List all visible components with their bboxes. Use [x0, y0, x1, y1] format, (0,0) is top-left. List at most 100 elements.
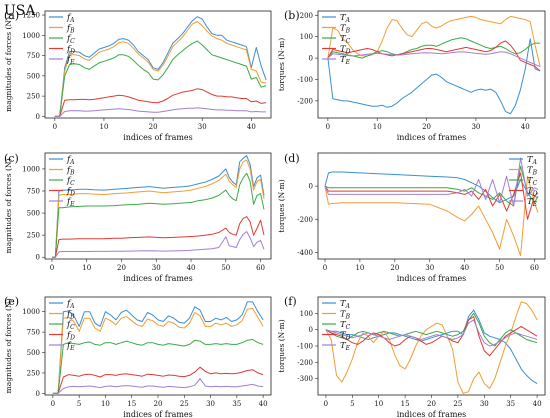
- y-tick-label: 0: [309, 183, 313, 191]
- legend-entry-A: fA: [66, 299, 75, 310]
- x-tick-label: 20: [117, 264, 126, 272]
- series-line-E: [324, 157, 539, 207]
- y-tick-label: -200: [297, 359, 313, 367]
- series-line-B: [327, 15, 541, 67]
- x-tick-label: 25: [180, 400, 189, 408]
- plot-frame: [44, 296, 272, 396]
- series-line-E: [327, 51, 541, 68]
- series-line-B: [324, 175, 539, 257]
- legend-entry-B: fB: [66, 310, 75, 321]
- x-tick-label: 25: [453, 400, 462, 408]
- x-tick-label: 5: [77, 400, 81, 408]
- x-tick-label: 0: [323, 264, 327, 272]
- x-tick-label: 50: [221, 264, 230, 272]
- y-axis-label: torques (N·m): [277, 179, 286, 232]
- panel-label: (b): [284, 9, 300, 22]
- y-tick-label: 100: [300, 310, 313, 318]
- series-line-E: [54, 107, 267, 117]
- series-line-D: [52, 366, 264, 394]
- y-tick-label: 500: [27, 72, 40, 80]
- y-tick-label: 750: [27, 329, 40, 337]
- legend-entry-C: fC: [66, 34, 75, 45]
- series-line-C: [52, 172, 265, 258]
- x-tick-label: 30: [425, 264, 434, 272]
- x-tick-label: 50: [495, 264, 504, 272]
- x-axis-label: indices of frames: [123, 274, 193, 283]
- x-axis-label: indices of frames: [397, 133, 467, 142]
- x-tick-label: 40: [187, 264, 196, 272]
- y-tick-label: 250: [27, 93, 40, 101]
- x-tick-label: 10: [355, 264, 364, 272]
- x-tick-label: 35: [506, 400, 515, 408]
- y-axis-label: magnitudes of forces (N): [4, 159, 13, 254]
- y-tick-label: -300: [297, 375, 313, 383]
- panel-label: (c): [4, 152, 19, 165]
- country-label: USA: [4, 3, 36, 19]
- series-line-B: [325, 301, 538, 394]
- panel-label: (f): [284, 295, 297, 308]
- x-tick-label: 10: [99, 123, 108, 131]
- legend-entry-A: TA: [527, 155, 538, 166]
- legend-entry-E: TE: [340, 341, 351, 352]
- plot-frame: [44, 152, 272, 260]
- y-tick-label: 250: [27, 232, 40, 240]
- x-tick-label: 30: [152, 264, 161, 272]
- y-tick-label: -200: [297, 97, 313, 105]
- plot-frame: [44, 10, 272, 119]
- x-tick-label: 0: [53, 123, 57, 131]
- y-tick-label: 1000: [22, 308, 40, 316]
- legend-entry-C: TC: [527, 176, 538, 187]
- x-tick-label: 40: [521, 123, 530, 131]
- y-tick-label: 0: [309, 55, 313, 63]
- y-tick-label: 200: [300, 12, 313, 20]
- x-tick-label: 0: [324, 400, 328, 408]
- x-tick-label: 30: [198, 123, 207, 131]
- x-tick-label: 15: [401, 400, 410, 408]
- series-line-B: [52, 159, 265, 258]
- x-tick-label: 5: [350, 400, 354, 408]
- legend-entry-E: fE: [66, 55, 75, 66]
- legend-entry-B: TB: [340, 310, 351, 321]
- x-tick-label: 30: [480, 400, 489, 408]
- y-tick-label: 250: [27, 369, 40, 377]
- x-tick-label: 30: [471, 123, 480, 131]
- x-tick-label: 20: [149, 123, 158, 131]
- x-tick-label: 20: [154, 400, 163, 408]
- x-tick-label: 0: [50, 264, 54, 272]
- legend-entry-A: fA: [66, 13, 75, 24]
- y-tick-label: -400: [297, 249, 313, 257]
- legend-entry-C: TC: [340, 320, 351, 331]
- legend-entry-B: TB: [340, 24, 351, 35]
- y-tick-label: -100: [297, 76, 313, 84]
- x-tick-label: 60: [256, 264, 265, 272]
- x-tick-label: 40: [533, 400, 542, 408]
- series-line-B: [52, 307, 264, 394]
- panel-label: (a): [4, 9, 19, 22]
- x-tick-label: 40: [247, 123, 256, 131]
- y-tick-label: 0: [36, 390, 40, 398]
- x-tick-label: 10: [374, 400, 383, 408]
- y-tick-label: 500: [27, 210, 40, 218]
- legend-entry-E: fE: [66, 341, 75, 352]
- plot-frame: [317, 296, 546, 396]
- legend-entry-B: fB: [66, 24, 75, 35]
- series-line-D: [52, 216, 265, 258]
- x-tick-label: 10: [373, 123, 382, 131]
- series-line-E: [325, 319, 538, 347]
- y-tick-label: 1000: [22, 32, 40, 40]
- y-axis-label: magnitudes of forces (N): [4, 299, 13, 394]
- series-line-E: [52, 231, 265, 258]
- x-tick-label: 20: [427, 400, 436, 408]
- legend-entry-D: TD: [340, 331, 351, 342]
- legend-entry-D: fD: [66, 187, 75, 198]
- chart-panel-f: (f) 0 5 10 15 20 25 30 35 40 -300 -200 -100 0 100 indic…: [277, 295, 546, 418]
- x-tick-label: 15: [127, 400, 136, 408]
- legend-entry-D: fD: [66, 331, 75, 342]
- series-line-E: [52, 378, 264, 394]
- legend-entry-C: fC: [66, 176, 75, 187]
- x-tick-label: 40: [460, 264, 469, 272]
- series-line-B: [54, 21, 267, 117]
- legend-entry-C: fC: [66, 320, 75, 331]
- series-line-D: [54, 88, 267, 117]
- x-tick-label: 10: [82, 264, 91, 272]
